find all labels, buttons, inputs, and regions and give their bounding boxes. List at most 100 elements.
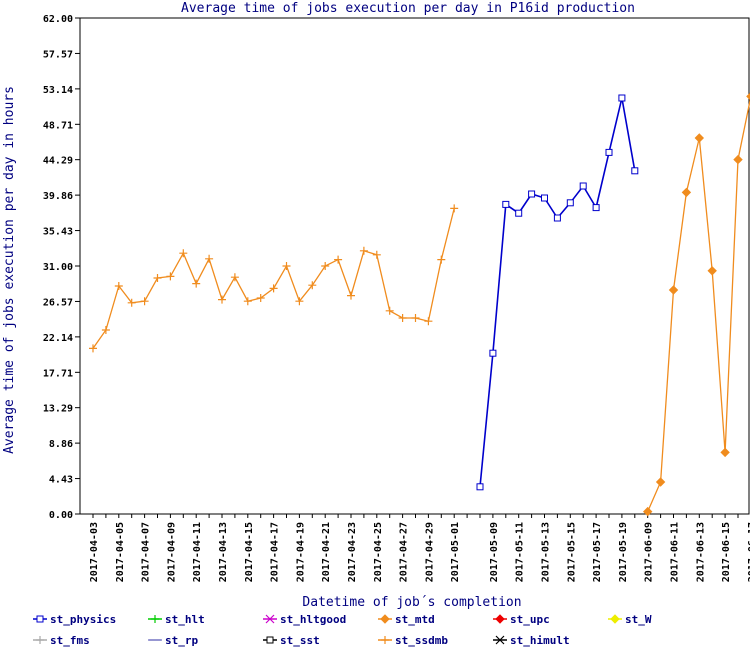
x-tick-label: 2017-04-17 [270, 522, 281, 582]
x-tick-label: 2017-04-11 [192, 522, 203, 582]
legend-entry-st_himult: st_himult [493, 634, 570, 647]
x-axis-label: Datetime of job´s completion [302, 595, 521, 610]
legend-entry-st_upc: st_upc [493, 613, 550, 626]
data-point-st_ssdmb [256, 294, 265, 302]
legend-entry-st_fms: st_fms [33, 634, 90, 647]
data-point-st_ssdmb [166, 272, 175, 281]
legend-swatch-marker [495, 635, 505, 645]
data-point-st_mtd [720, 447, 730, 458]
series-st_physics [476, 94, 639, 491]
legend-entry-st_ssdmb: st_ssdmb [378, 634, 448, 647]
data-point-st_ssdmb [179, 249, 188, 258]
legend-swatch-marker [381, 636, 389, 644]
data-point-st_mtd [681, 187, 692, 198]
x-tick-label: 2017-06-13 [695, 522, 706, 582]
legend-label: st_upc [510, 613, 550, 626]
x-tick-label: 2017-06-15 [721, 522, 732, 582]
data-point-st_mtd [642, 506, 653, 517]
data-point-st_mtd [746, 92, 750, 101]
legend-entry-st_W: st_W [608, 613, 652, 626]
legend-swatch-marker [36, 636, 44, 644]
x-tick-label: 2017-05-01 [450, 522, 461, 582]
data-point-st_mtd [655, 477, 666, 487]
data-point-st_physics [528, 190, 536, 198]
y-axis-label: Average time of jobs execution per day i… [2, 86, 17, 454]
legend-label: st_hlt [165, 613, 205, 626]
x-tick-label: 2017-04-27 [399, 522, 410, 582]
data-point-st_ssdmb [372, 250, 381, 259]
data-point-st_ssdmb [89, 344, 97, 353]
data-point-st_ssdmb [140, 297, 149, 306]
series-layer [89, 92, 750, 517]
data-point-st_ssdmb [114, 282, 123, 290]
legend-entry-st_rp: st_rp [148, 634, 198, 647]
legend-swatch-marker [151, 615, 159, 623]
data-point-st_ssdmb [230, 273, 239, 282]
data-point-st_ssdmb [269, 284, 278, 293]
data-point-st_physics [515, 209, 523, 217]
y-tick-label: 48.71 [43, 120, 73, 131]
series-line-st_ssdmb [92, 208, 455, 349]
legend-swatch-marker [380, 614, 390, 624]
data-point-st_ssdmb [218, 295, 226, 304]
series-st_ssdmb [89, 204, 459, 353]
x-tick-label: 2017-05-09 [489, 522, 500, 582]
legend: st_physics st_hlt st_hltgood st_mtd st_upc st… [33, 613, 652, 647]
data-point-st_ssdmb [385, 306, 394, 315]
data-point-st_ssdmb [411, 314, 420, 322]
data-point-st_physics [631, 167, 639, 175]
data-point-st_physics [605, 148, 613, 156]
y-tick-label: 0.00 [49, 510, 73, 521]
data-point-st_ssdmb [450, 204, 459, 213]
y-tick-label: 26.57 [43, 297, 73, 308]
x-axis: 2017-04-03 2017-04-05 2017-04-07 2017-04-09… [89, 514, 750, 582]
y-tick-label: 35.43 [43, 227, 73, 238]
data-point-st_ssdmb [321, 262, 330, 270]
data-point-st_ssdmb [295, 297, 304, 306]
plot-area [79, 17, 750, 515]
data-point-st_physics [489, 349, 497, 357]
y-tick-label: 8.86 [49, 439, 73, 450]
legend-swatch-marker [495, 614, 505, 624]
y-tick-label: 17.71 [43, 368, 73, 379]
legend-entry-st_mtd: st_mtd [378, 613, 435, 626]
data-point-st_physics [553, 214, 561, 222]
legend-entry-st_hlt: st_hlt [148, 613, 205, 626]
x-tick-label: 2017-04-03 [89, 522, 100, 582]
series-st_mtd [642, 92, 750, 517]
legend-label: st_physics [50, 613, 116, 626]
x-tick-label: 2017-04-09 [166, 522, 177, 582]
data-point-st_ssdmb [282, 262, 291, 270]
data-point-st_physics [541, 194, 548, 202]
x-tick-label: 2017-04-15 [244, 522, 255, 582]
legend-label: st_W [625, 613, 652, 626]
x-tick-label: 2017-04-23 [347, 522, 358, 582]
y-tick-label: 53.14 [43, 85, 73, 96]
data-point-st_mtd [694, 133, 705, 143]
legend-swatch-marker [36, 615, 44, 623]
x-tick-label: 2017-06-17 [747, 522, 750, 582]
data-point-st_ssdmb [334, 255, 343, 264]
x-tick-label: 2017-04-13 [218, 522, 229, 582]
x-tick-label: 2017-06-11 [670, 522, 681, 582]
x-tick-label: 2017-05-17 [592, 522, 603, 582]
legend-label: st_himult [510, 634, 570, 647]
y-tick-label: 57.57 [43, 49, 73, 60]
data-point-st_physics [579, 182, 587, 190]
legend-entry-st_physics: st_physics [33, 613, 116, 626]
data-point-st_ssdmb [101, 326, 110, 334]
x-tick-label: 2017-04-07 [141, 522, 152, 582]
series-line-st_physics [479, 97, 636, 487]
x-tick-label: 2017-04-21 [321, 522, 332, 582]
x-tick-label: 2017-04-05 [115, 522, 126, 582]
data-point-st_mtd [733, 154, 743, 165]
legend-entry-st_sst: st_sst [263, 634, 320, 647]
data-point-st_mtd [707, 266, 717, 276]
chart-title: Average time of jobs execution per day i… [181, 1, 635, 16]
x-tick-label: 2017-04-29 [424, 522, 435, 582]
legend-swatch-marker [265, 614, 275, 624]
legend-label: st_ssdmb [395, 634, 448, 647]
data-point-st_physics [592, 204, 600, 212]
x-tick-label: 2017-05-11 [515, 522, 526, 582]
y-tick-label: 31.00 [43, 262, 73, 273]
